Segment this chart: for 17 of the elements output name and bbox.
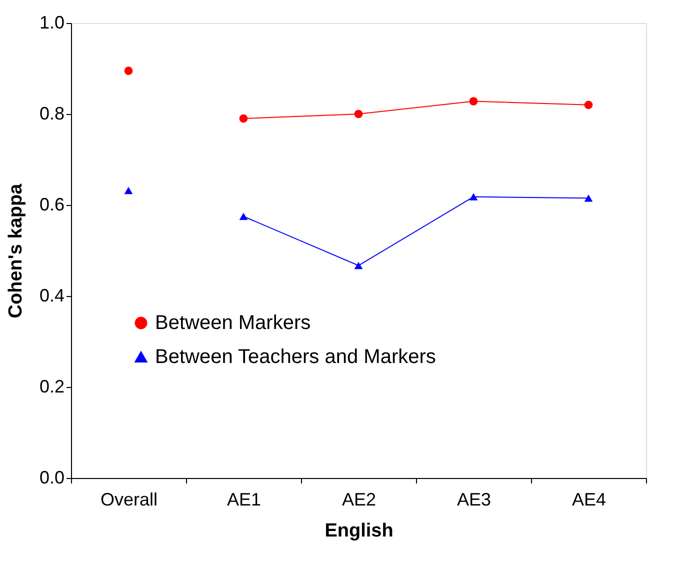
x-tick-label: AE4 (572, 490, 606, 510)
y-tick-label: 0.8 (39, 104, 64, 124)
point (124, 66, 133, 75)
y-tick-label: 0.0 (39, 468, 64, 488)
y-tick-label: 0.2 (39, 376, 64, 396)
y-tick-label: 0.6 (39, 194, 64, 214)
x-tick-label: AE2 (342, 490, 376, 510)
x-tick-label: AE1 (226, 490, 262, 510)
y-tick-label: 1.0 (39, 12, 64, 32)
x-tick-label: Overall (100, 490, 158, 510)
legend-label: Between Markers (155, 312, 311, 334)
x-tick-label: AE3 (456, 490, 492, 510)
legend-label: Between Teachers and Markers (155, 346, 436, 368)
x-axis-title: English (324, 520, 394, 542)
y-axis-title: Cohen's kappa (5, 183, 26, 318)
y-tick-label: 0.4 (39, 286, 64, 306)
point (124, 186, 133, 194)
